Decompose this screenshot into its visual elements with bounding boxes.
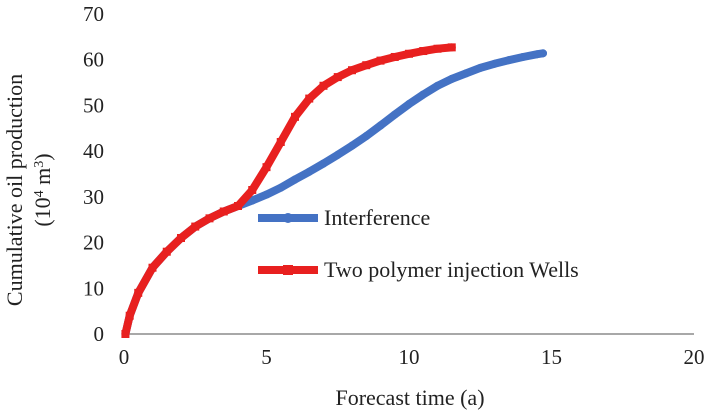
- data-point: [476, 63, 485, 72]
- data-point: [262, 190, 271, 199]
- axes: 0 5 10 15 20 0 10 20 30 40 50 60 70: [83, 2, 705, 369]
- series-1: [121, 43, 456, 338]
- x-tick-label: 15: [541, 345, 562, 369]
- x-tick-label: 10: [399, 345, 420, 369]
- x-tick-label: 5: [261, 345, 272, 369]
- y-axis-unit-exponent: 4: [32, 190, 47, 197]
- data-point: [305, 167, 314, 176]
- data-point: [376, 56, 385, 65]
- legend-item-1: Two polymer injection Wells: [258, 257, 579, 282]
- y-axis-unit-mid: m: [30, 168, 55, 191]
- series-layer: [121, 43, 547, 338]
- data-point: [390, 52, 399, 61]
- y-axis-title-line2: (104 m3): [30, 153, 55, 226]
- legend-swatch-marker: [283, 265, 293, 275]
- series-0: [121, 49, 547, 338]
- data-point: [519, 52, 527, 61]
- data-point: [538, 49, 547, 58]
- data-point: [319, 81, 328, 90]
- x-axis-title: Forecast time (a): [335, 385, 484, 410]
- series-line: [121, 49, 547, 338]
- data-point: [276, 138, 285, 146]
- data-point: [447, 74, 456, 83]
- data-point: [405, 100, 413, 109]
- data-point: [362, 132, 371, 141]
- data-point: [419, 90, 428, 99]
- data-point: [205, 214, 214, 223]
- legend-label: Interference: [324, 205, 430, 230]
- x-tick-labels: 0 5 10 15 20: [119, 345, 705, 369]
- data-point: [419, 47, 428, 56]
- data-point: [134, 288, 143, 297]
- y-tick-labels: 0 10 20 30 40 50 60 70: [83, 2, 104, 346]
- data-point: [148, 263, 157, 272]
- y-axis-unit-prefix: (10: [30, 197, 55, 226]
- x-tick-label: 20: [684, 345, 705, 369]
- y-tick-label: 70: [83, 2, 104, 26]
- data-point: [248, 186, 257, 194]
- y-axis-title-line1: Cumulative oil production: [2, 74, 27, 306]
- data-point: [305, 94, 314, 103]
- y-tick-label: 60: [83, 48, 104, 72]
- y-axis-title: Cumulative oil production (104 m3): [2, 74, 55, 306]
- y-tick-label: 20: [83, 231, 104, 255]
- data-point: [248, 196, 257, 205]
- data-point: [462, 69, 470, 78]
- data-point: [362, 61, 371, 70]
- data-point: [348, 66, 356, 75]
- legend-label: Two polymer injection Wells: [324, 257, 579, 282]
- y-tick-label: 10: [83, 276, 104, 300]
- data-point: [276, 183, 285, 192]
- data-point: [219, 207, 228, 216]
- y-tick-label: 30: [83, 185, 104, 209]
- data-point: [125, 311, 134, 320]
- y-tick-label: 40: [83, 139, 104, 163]
- data-point: [319, 159, 328, 168]
- y-tick-label: 50: [83, 93, 104, 117]
- data-point: [234, 202, 242, 210]
- data-point: [291, 175, 299, 184]
- data-point: [162, 247, 171, 256]
- data-point: [348, 141, 356, 150]
- data-point: [333, 150, 342, 159]
- data-point: [376, 121, 385, 130]
- data-point: [390, 110, 399, 119]
- data-point: [504, 56, 513, 65]
- data-point: [447, 43, 456, 52]
- series-line: [121, 43, 456, 338]
- y-axis-unit-suffix: ): [30, 153, 55, 160]
- data-point: [333, 73, 342, 82]
- data-point: [121, 330, 130, 338]
- y-axis-unit-cube: 3: [32, 161, 47, 168]
- data-point: [262, 163, 271, 172]
- x-tick-label: 0: [119, 345, 130, 369]
- legend-swatch-marker: [283, 213, 293, 223]
- data-point: [433, 81, 442, 90]
- data-point: [177, 234, 185, 242]
- data-point: [490, 59, 499, 68]
- legend: Interference Two polymer injection Wells: [258, 205, 579, 282]
- data-point: [291, 112, 299, 121]
- data-point: [405, 49, 413, 58]
- legend-item-0: Interference: [258, 205, 430, 230]
- y-tick-label: 0: [94, 322, 105, 346]
- data-point: [191, 222, 200, 231]
- data-point: [433, 44, 442, 53]
